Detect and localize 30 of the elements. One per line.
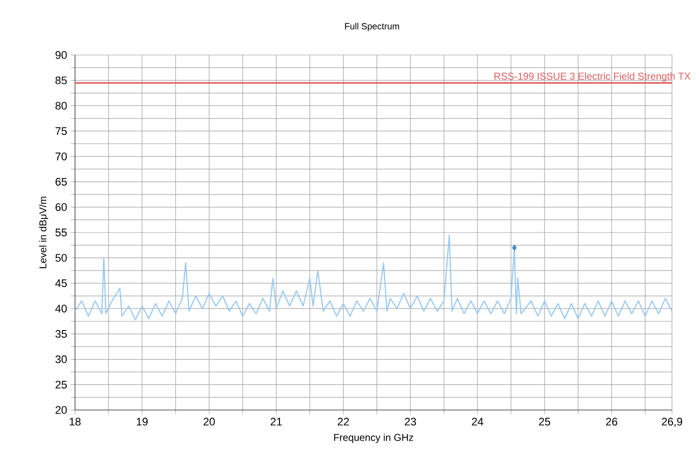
y-tick-label: 45 <box>55 279 67 288</box>
chart-title: Full Spectrum <box>345 22 400 32</box>
y-tick-label: 35 <box>55 330 67 338</box>
x-tick-label: 25 <box>539 418 550 426</box>
y-tick-label: 65 <box>56 178 67 186</box>
y-tick-label: 85 <box>56 76 67 84</box>
x-tick-label: 18 <box>70 418 81 426</box>
ref-line-label: RSS-199 ISSUE 3 Electric Field Strength TX <box>494 72 691 82</box>
x-tick-label: 26 <box>606 418 618 426</box>
x-axis-title: Frequency in GHz <box>334 434 414 443</box>
y-tick-label: 50 <box>55 254 67 262</box>
y-axis-title: Level in dBμV/m <box>39 196 48 268</box>
x-tick-label: 23 <box>404 418 416 426</box>
x-tick-label: 21 <box>270 418 282 426</box>
x-tick-label: 22 <box>338 418 349 426</box>
y-tick-label: 70 <box>56 152 67 160</box>
x-tick-label: 26,9 <box>662 418 682 427</box>
x-tick-label: 19 <box>136 418 148 426</box>
y-tick-label: 25 <box>56 380 67 389</box>
y-tick-label: 30 <box>55 355 67 364</box>
x-tick-label: 20 <box>204 418 215 426</box>
y-tick-label: 75 <box>56 127 67 135</box>
y-tick-label: 60 <box>56 203 67 212</box>
y-tick-label: 80 <box>56 102 67 110</box>
y-tick-label: 55 <box>55 228 67 236</box>
x-tick-label: 24 <box>472 418 484 426</box>
y-tick-label: 20 <box>56 406 67 414</box>
y-tick-label: 90 <box>56 51 67 59</box>
line-series <box>74 234 673 320</box>
y-tick-label: 40 <box>55 304 67 312</box>
